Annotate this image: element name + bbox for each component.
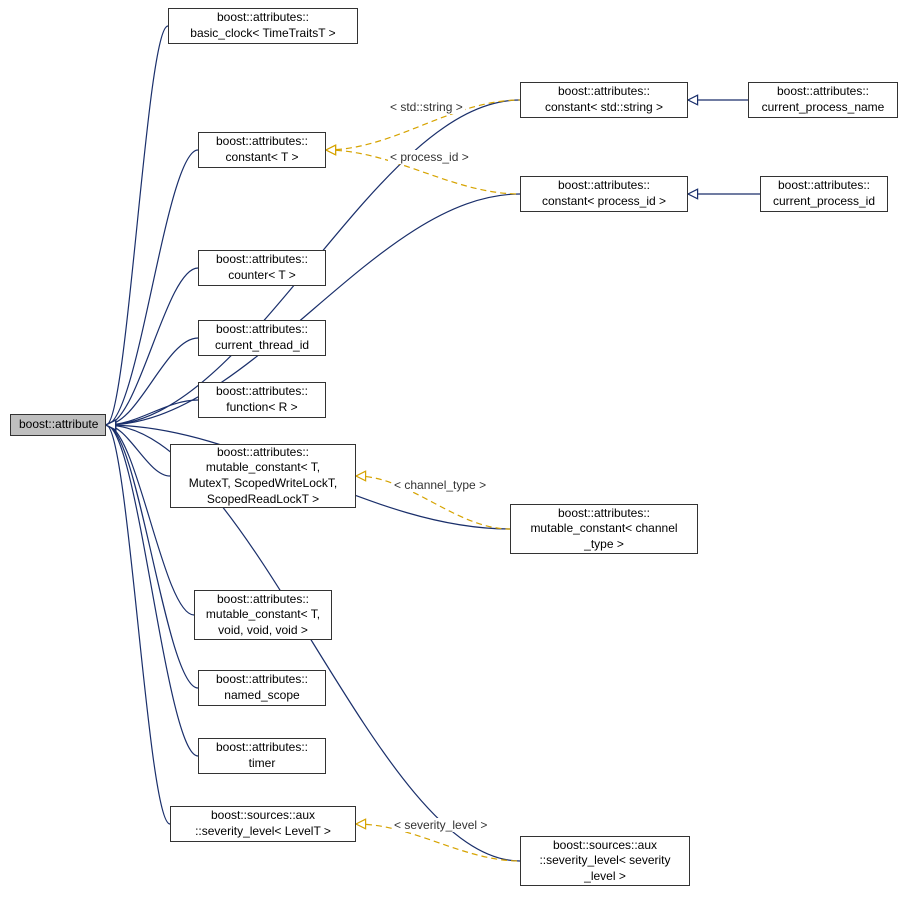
node-label: current_process_name bbox=[757, 100, 889, 116]
node-label: ::severity_level< severity bbox=[529, 853, 681, 869]
node-label: constant< std::string > bbox=[529, 100, 679, 116]
node-label: ScopedReadLockT > bbox=[179, 492, 347, 508]
node-function_R[interactable]: boost::attributes::function< R > bbox=[198, 382, 326, 418]
node-constant_pid[interactable]: boost::attributes::constant< process_id … bbox=[520, 176, 688, 212]
node-label: MutexT, ScopedWriteLockT, bbox=[179, 476, 347, 492]
node-label: boost::attributes:: bbox=[207, 672, 317, 688]
node-named_scope[interactable]: boost::attributes::named_scope bbox=[198, 670, 326, 706]
node-label: ::severity_level< LevelT > bbox=[179, 824, 347, 840]
node-timer[interactable]: boost::attributes::timer bbox=[198, 738, 326, 774]
node-label: void, void, void > bbox=[203, 623, 323, 639]
node-severity_LevelT[interactable]: boost::sources::aux::severity_level< Lev… bbox=[170, 806, 356, 842]
node-label: timer bbox=[207, 756, 317, 772]
node-label: _level > bbox=[529, 869, 681, 885]
node-label: boost::sources::aux bbox=[179, 808, 347, 824]
node-root[interactable]: boost::attribute bbox=[10, 414, 106, 436]
edge bbox=[106, 425, 170, 824]
node-label: counter< T > bbox=[207, 268, 317, 284]
node-label: current_thread_id bbox=[207, 338, 317, 354]
node-label: boost::attributes:: bbox=[203, 592, 323, 608]
node-label: mutable_constant< T, bbox=[179, 460, 347, 476]
node-label: _type > bbox=[519, 537, 689, 553]
edge-label-channel_type: < channel_type > bbox=[392, 478, 488, 492]
node-counter[interactable]: boost::attributes::counter< T > bbox=[198, 250, 326, 286]
edge-label-process_id: < process_id > bbox=[388, 150, 471, 164]
edge bbox=[106, 150, 198, 425]
node-label: basic_clock< TimeTraitsT > bbox=[177, 26, 349, 42]
node-label: boost::sources::aux bbox=[529, 838, 681, 854]
node-constant_T[interactable]: boost::attributes::constant< T > bbox=[198, 132, 326, 168]
node-label: boost::attributes:: bbox=[529, 84, 679, 100]
node-label: boost::attributes:: bbox=[757, 84, 889, 100]
node-current_thread_id[interactable]: boost::attributes::current_thread_id bbox=[198, 320, 326, 356]
node-mutable_constant_void[interactable]: boost::attributes::mutable_constant< T,v… bbox=[194, 590, 332, 640]
node-mutable_constant_full[interactable]: boost::attributes::mutable_constant< T,M… bbox=[170, 444, 356, 508]
node-current_process_id[interactable]: boost::attributes::current_process_id bbox=[760, 176, 888, 212]
node-label: current_process_id bbox=[769, 194, 879, 210]
edge-layer bbox=[0, 0, 907, 911]
edge bbox=[106, 26, 168, 425]
node-label: boost::attributes:: bbox=[207, 322, 317, 338]
edge-label-std_string: < std::string > bbox=[388, 100, 465, 114]
node-basic_clock[interactable]: boost::attributes::basic_clock< TimeTrai… bbox=[168, 8, 358, 44]
node-label: mutable_constant< channel bbox=[519, 521, 689, 537]
node-label: mutable_constant< T, bbox=[203, 607, 323, 623]
node-label: constant< process_id > bbox=[529, 194, 679, 210]
node-current_process_name[interactable]: boost::attributes::current_process_name bbox=[748, 82, 898, 118]
edge-label-severity: < severity_level > bbox=[392, 818, 489, 832]
node-label: boost::attributes:: bbox=[519, 506, 689, 522]
node-label: boost::attributes:: bbox=[769, 178, 879, 194]
node-label: boost::attributes:: bbox=[529, 178, 679, 194]
node-label: boost::attribute bbox=[19, 417, 97, 433]
node-constant_string[interactable]: boost::attributes::constant< std::string… bbox=[520, 82, 688, 118]
node-label: function< R > bbox=[207, 400, 317, 416]
node-label: boost::attributes:: bbox=[207, 384, 317, 400]
node-severity_level[interactable]: boost::sources::aux::severity_level< sev… bbox=[520, 836, 690, 886]
node-label: boost::attributes:: bbox=[207, 252, 317, 268]
node-label: constant< T > bbox=[207, 150, 317, 166]
node-label: boost::attributes:: bbox=[207, 134, 317, 150]
node-label: boost::attributes:: bbox=[207, 740, 317, 756]
node-label: boost::attributes:: bbox=[177, 10, 349, 26]
node-label: boost::attributes:: bbox=[179, 445, 347, 461]
node-mutable_constant_chan[interactable]: boost::attributes::mutable_constant< cha… bbox=[510, 504, 698, 554]
node-label: named_scope bbox=[207, 688, 317, 704]
